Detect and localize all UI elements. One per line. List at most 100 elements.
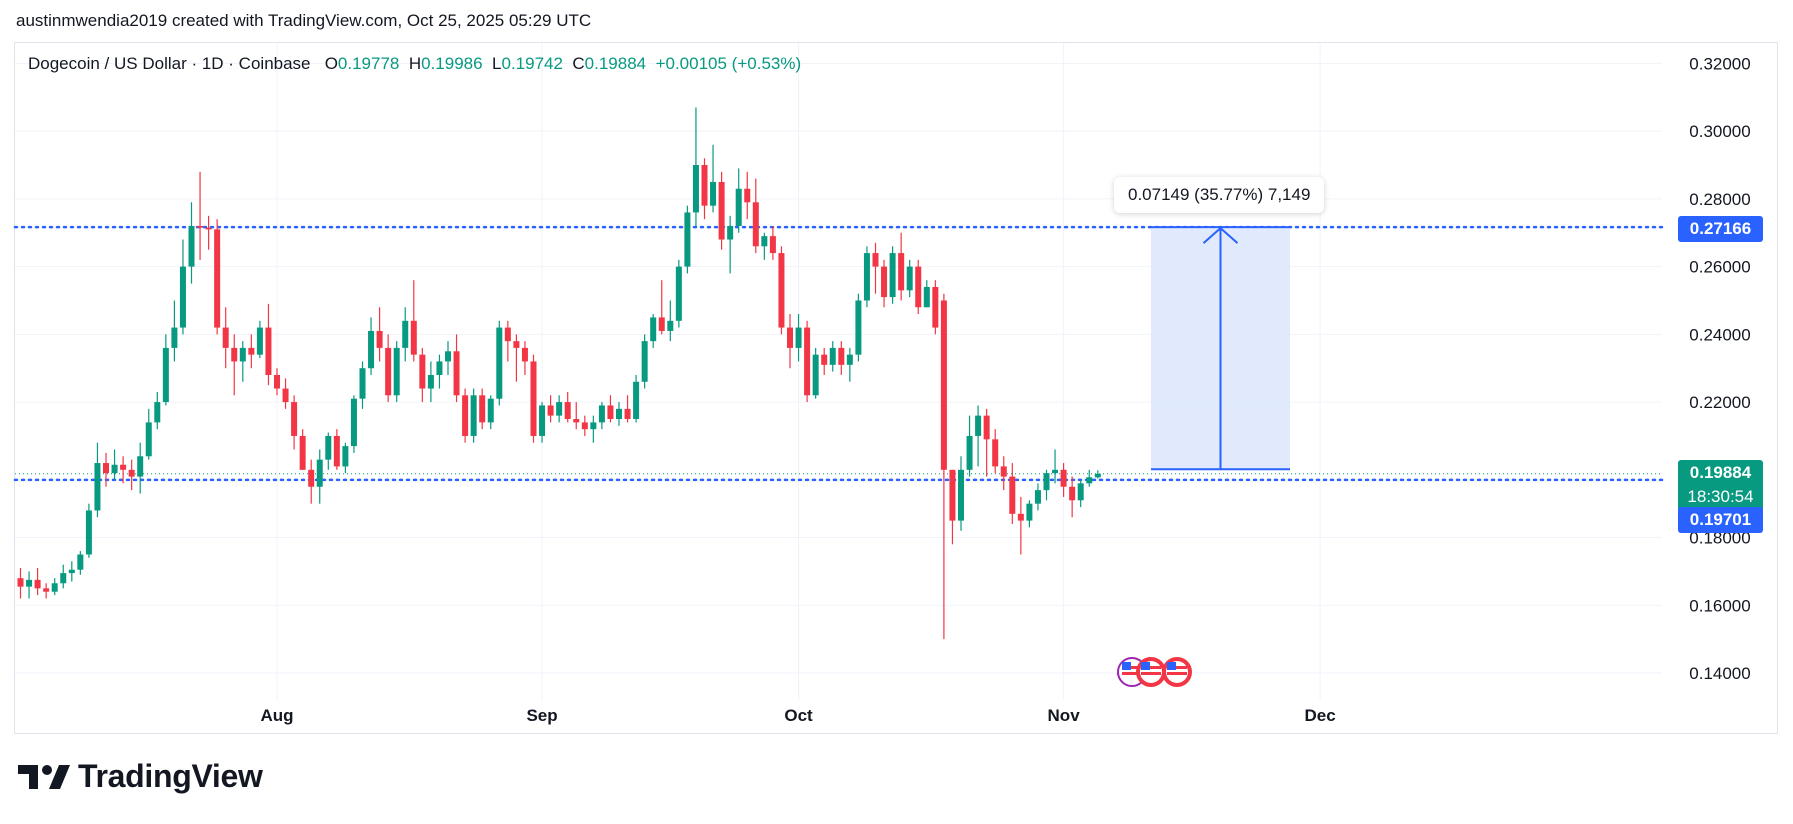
- candle-body: [1052, 469, 1059, 474]
- candle-body: [368, 330, 375, 369]
- candle-body: [658, 317, 665, 331]
- candle-body: [812, 354, 819, 396]
- candle: [667, 300, 674, 342]
- candle: [624, 395, 631, 423]
- candle: [274, 368, 280, 396]
- candle: [350, 395, 357, 453]
- candle-body: [17, 578, 24, 587]
- candle-body: [197, 225, 204, 228]
- candle-body: [701, 165, 708, 206]
- candle: [863, 246, 870, 308]
- candle-body: [650, 317, 657, 342]
- candle-body: [479, 395, 486, 423]
- candle-body: [256, 327, 263, 355]
- candle: [710, 144, 717, 213]
- candle: [17, 568, 24, 599]
- candle: [581, 415, 588, 436]
- candle-body: [898, 253, 905, 291]
- candle: [658, 280, 665, 335]
- candle-body: [410, 320, 417, 355]
- candle: [958, 456, 964, 531]
- candle: [436, 354, 443, 389]
- candle-body: [26, 579, 33, 587]
- candle: [966, 415, 973, 477]
- candle-body: [179, 266, 186, 328]
- price-tick-label: 0.24000: [1689, 325, 1750, 344]
- candle-body: [68, 569, 75, 574]
- candle: [402, 307, 409, 362]
- candle-body: [949, 469, 956, 521]
- candle: [239, 341, 246, 382]
- candle-body: [675, 266, 682, 321]
- candle: [299, 429, 306, 470]
- candle-body: [573, 419, 580, 423]
- change-value: +0.00105 (+0.53%): [655, 54, 802, 73]
- us-flag-event-icon: [1136, 657, 1166, 687]
- candle: [547, 395, 554, 423]
- candle-body: [342, 446, 349, 467]
- chart-legend: Dogecoin / US Dollar · 1D · Coinbase O0.…: [28, 54, 801, 74]
- candle-body: [316, 459, 323, 487]
- candle-body: [863, 253, 870, 301]
- candle-body: [385, 347, 392, 396]
- candle-body: [77, 554, 84, 570]
- candle-body: [530, 361, 537, 436]
- candle-body: [692, 165, 699, 213]
- price-tick-label: 0.30000: [1689, 122, 1750, 141]
- time-tick-label: Sep: [526, 706, 557, 725]
- candle-body: [1069, 486, 1076, 501]
- candle-body: [214, 229, 221, 328]
- candle: [393, 341, 400, 403]
- candle: [43, 583, 50, 599]
- price-chart[interactable]: 0.32000 0.30000 0.28000 0.26000 0.24000 0.220…: [0, 0, 1793, 740]
- candle-body: [881, 266, 888, 298]
- candle: [325, 432, 332, 470]
- tradingview-logo-icon: [18, 764, 70, 789]
- candle: [34, 568, 41, 596]
- candle-body: [787, 327, 793, 348]
- candle: [308, 459, 315, 504]
- candle: [778, 246, 785, 335]
- candle: [410, 280, 417, 362]
- candle: [94, 442, 101, 518]
- candle-body: [889, 253, 896, 298]
- candle-body: [1060, 469, 1067, 487]
- candle-body: [778, 253, 785, 328]
- symbol-title[interactable]: Dogecoin / US Dollar · 1D · Coinbase: [28, 54, 311, 73]
- candle: [846, 347, 853, 382]
- candle-body: [85, 510, 92, 555]
- candle: [504, 320, 511, 362]
- candle: [1052, 449, 1059, 484]
- price-tick-label: 0.18000: [1689, 529, 1750, 548]
- candle-body: [1009, 476, 1016, 514]
- candle-body: [752, 202, 759, 247]
- candle: [385, 334, 392, 403]
- candle: [1077, 479, 1084, 508]
- flag-canton: [1141, 662, 1150, 670]
- candle: [342, 442, 349, 474]
- candle: [556, 395, 563, 423]
- candle-body: [932, 286, 939, 328]
- candle: [359, 361, 366, 409]
- chart-frame: [14, 42, 1778, 734]
- candle-body: [333, 435, 340, 467]
- measure-label[interactable]: 0.07149 (35.77%) 7,149: [1114, 177, 1325, 213]
- candle-body: [975, 415, 982, 436]
- candle-body: [735, 188, 742, 226]
- flag-stripe: [1122, 672, 1142, 675]
- candle: [812, 347, 819, 399]
- tradingview-logo[interactable]: TradingView: [18, 758, 263, 795]
- candle-body: [710, 181, 717, 206]
- candle: [479, 388, 486, 430]
- candle-body: [265, 327, 272, 375]
- candle-body: [462, 395, 469, 436]
- candle-body: [667, 320, 674, 331]
- candle-body: [539, 405, 546, 436]
- candle: [419, 347, 426, 403]
- candle: [881, 259, 888, 308]
- bar-countdown: 18:30:54: [1687, 487, 1754, 506]
- candle: [68, 561, 75, 582]
- candle: [1086, 469, 1093, 487]
- candle: [872, 242, 879, 294]
- candle: [1017, 496, 1024, 555]
